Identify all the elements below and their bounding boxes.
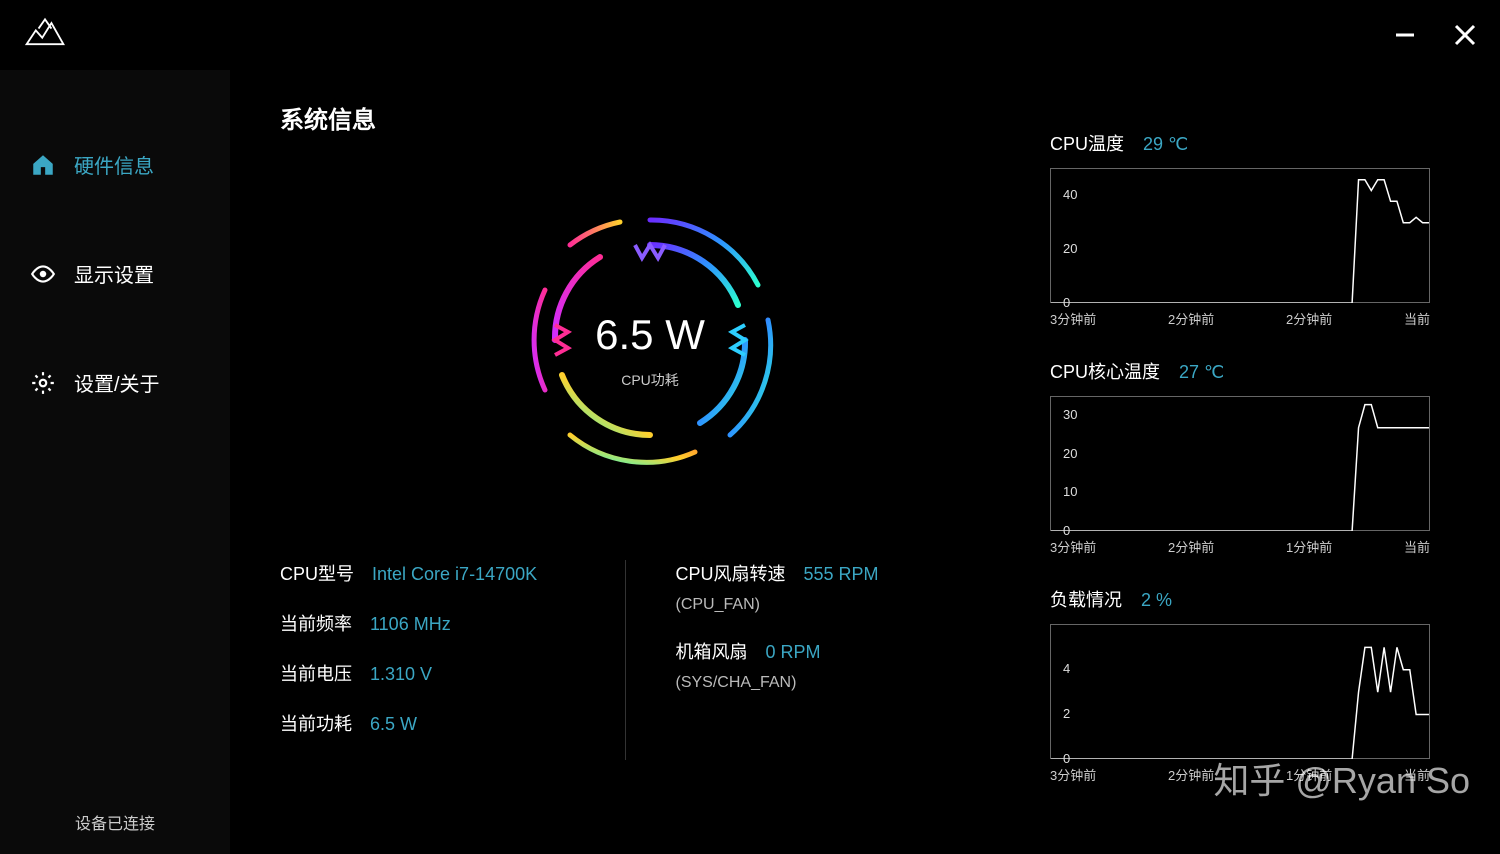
info-label: 机箱风扇 xyxy=(676,638,748,664)
chart-box: 420 xyxy=(1050,624,1430,759)
nav-label: 硬件信息 xyxy=(74,150,154,179)
titlebar xyxy=(0,0,1500,70)
nav-label: 设置/关于 xyxy=(74,368,160,397)
info-value: 1.310 V xyxy=(370,664,432,685)
app-logo xyxy=(20,10,70,60)
window-controls xyxy=(1390,20,1480,50)
charts-panel: CPU温度 29 ℃ 40200 3分钟前2分钟前2分钟前当前 CPU核心温度 … xyxy=(1050,130,1450,814)
nav-hardware-info[interactable]: 硬件信息 xyxy=(0,130,230,199)
chart-title: CPU核心温度 27 ℃ xyxy=(1050,358,1450,384)
gauge-caption: CPU功耗 xyxy=(621,370,679,390)
chart-box: 40200 xyxy=(1050,168,1430,303)
gauge-area: 6.5 W CPU功耗 xyxy=(280,150,1020,530)
info-label: CPU型号 xyxy=(280,560,354,586)
chart-value: 2 % xyxy=(1141,590,1172,610)
connection-status: 设备已连接 xyxy=(0,810,230,834)
info-label: CPU风扇转速 xyxy=(676,560,786,586)
chart-line-svg xyxy=(1051,169,1429,303)
info-label: 当前频率 xyxy=(280,610,352,636)
info-value: 6.5 W xyxy=(370,714,417,735)
cpu-fan-row: CPU风扇转速 555 RPM xyxy=(676,560,1021,586)
close-button[interactable] xyxy=(1450,20,1480,50)
chart-title-text: CPU温度 xyxy=(1050,134,1124,154)
info-sublabel: (SYS/CHA_FAN) xyxy=(676,674,1021,692)
nav-display-settings[interactable]: 显示设置 xyxy=(0,239,230,308)
chart-line-svg xyxy=(1051,625,1429,759)
cpu-power-gauge: 6.5 W CPU功耗 xyxy=(500,190,800,490)
cpu-power-row: 当前功耗 6.5 W xyxy=(280,710,625,736)
chart-value: 29 ℃ xyxy=(1143,134,1188,154)
info-left-col: CPU型号 Intel Core i7-14700K 当前频率 1106 MHz… xyxy=(280,560,625,760)
info-value: 1106 MHz xyxy=(370,614,451,635)
chart-title-text: 负载情况 xyxy=(1050,590,1122,610)
info-value: 0 RPM xyxy=(766,642,821,663)
minimize-button[interactable] xyxy=(1390,20,1420,50)
info-right-col: CPU风扇转速 555 RPM (CPU_FAN) 机箱风扇 0 RPM (SY… xyxy=(625,560,1021,760)
chart-xticks: 3分钟前2分钟前1分钟前当前 xyxy=(1050,537,1430,556)
main-content: 系统信息 xyxy=(230,70,1500,854)
chart-xticks: 3分钟前2分钟前1分钟前当前 xyxy=(1050,765,1430,784)
home-icon xyxy=(30,152,56,178)
nav-label: 显示设置 xyxy=(74,259,154,288)
cpu-voltage-row: 当前电压 1.310 V xyxy=(280,660,625,686)
chart-title: CPU温度 29 ℃ xyxy=(1050,130,1450,156)
nav-settings-about[interactable]: 设置/关于 xyxy=(0,348,230,417)
chart-title: 负载情况 2 % xyxy=(1050,586,1450,612)
cpu-core-temp-chart: CPU核心温度 27 ℃ 3020100 3分钟前2分钟前1分钟前当前 xyxy=(1050,358,1450,556)
gauge-value: 6.5 W xyxy=(595,311,705,359)
case-fan-row: 机箱风扇 0 RPM xyxy=(676,638,1021,664)
chart-value: 27 ℃ xyxy=(1179,362,1224,382)
gear-icon xyxy=(30,370,56,396)
load-chart: 负载情况 2 % 420 3分钟前2分钟前1分钟前当前 xyxy=(1050,586,1450,784)
info-sublabel: (CPU_FAN) xyxy=(676,596,1021,614)
chart-xticks: 3分钟前2分钟前2分钟前当前 xyxy=(1050,309,1430,328)
sidebar: 硬件信息 显示设置 设置/关于 设备已连接 xyxy=(0,70,230,854)
cpu-freq-row: 当前频率 1106 MHz xyxy=(280,610,625,636)
info-label: 当前功耗 xyxy=(280,710,352,736)
info-value: 555 RPM xyxy=(804,564,879,585)
info-columns: CPU型号 Intel Core i7-14700K 当前频率 1106 MHz… xyxy=(280,560,1020,760)
eye-icon xyxy=(30,261,56,287)
cpu-model-row: CPU型号 Intel Core i7-14700K xyxy=(280,560,625,586)
chart-box: 3020100 xyxy=(1050,396,1430,531)
chart-line-svg xyxy=(1051,397,1429,531)
info-value: Intel Core i7-14700K xyxy=(372,564,537,585)
chart-title-text: CPU核心温度 xyxy=(1050,362,1160,382)
cpu-temp-chart: CPU温度 29 ℃ 40200 3分钟前2分钟前2分钟前当前 xyxy=(1050,130,1450,328)
info-label: 当前电压 xyxy=(280,660,352,686)
